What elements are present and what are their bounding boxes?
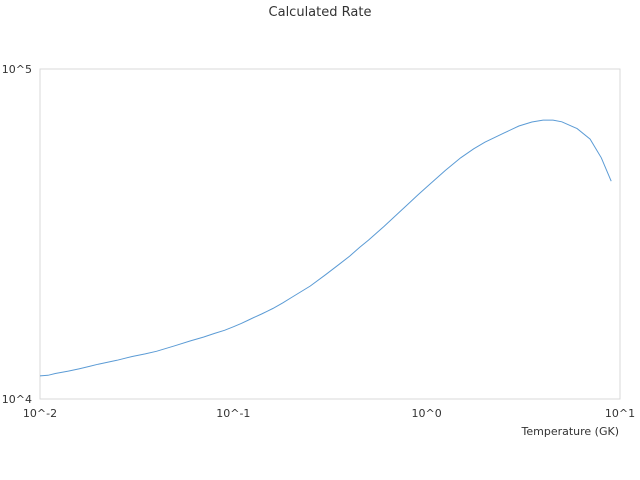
y-tick-label: 10^5: [2, 63, 32, 76]
x-tick-label: 10^-2: [23, 407, 57, 420]
y-tick-label: 10^4: [2, 393, 32, 406]
x-tick-label: 10^1: [605, 407, 635, 420]
plot-area: [39, 68, 621, 400]
y-axis: 10^4 10^5: [2, 63, 32, 406]
rate-series-line: [39, 119, 612, 377]
x-tick-label: 10^0: [412, 407, 442, 420]
x-axis-label: Temperature (GK): [521, 425, 620, 438]
x-axis: 10^-2 10^-1 10^0 10^1: [23, 407, 635, 420]
chart-title: Calculated Rate: [269, 5, 372, 20]
series-layer: [39, 119, 612, 377]
x-tick-label: 10^-1: [216, 407, 250, 420]
